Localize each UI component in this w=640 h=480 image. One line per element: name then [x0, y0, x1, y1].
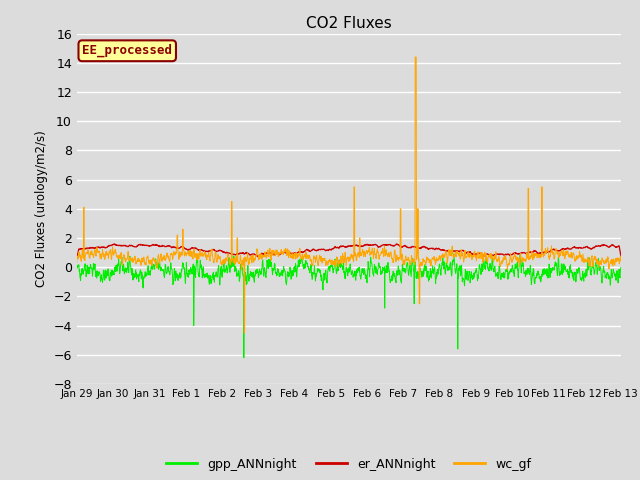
er_ANNnight	[507, 252, 515, 257]
wc_gf	[376, 252, 384, 258]
wc_gf	[73, 259, 81, 265]
Line: er_ANNnight: er_ANNnight	[77, 244, 621, 258]
Line: wc_gf: wc_gf	[77, 57, 621, 333]
Y-axis label: CO2 Fluxes (urology/m2/s): CO2 Fluxes (urology/m2/s)	[35, 131, 48, 287]
gpp_ANNnight	[570, 276, 577, 282]
gpp_ANNnight	[584, 267, 592, 273]
gpp_ANNnight	[617, 264, 625, 270]
gpp_ANNnight	[508, 266, 515, 272]
wc_gf	[412, 54, 419, 60]
wc_gf	[365, 249, 372, 255]
Line: gpp_ANNnight: gpp_ANNnight	[77, 254, 621, 358]
er_ANNnight	[225, 250, 232, 256]
er_ANNnight	[584, 244, 592, 250]
wc_gf	[508, 256, 515, 262]
gpp_ANNnight	[240, 355, 248, 360]
Text: EE_processed: EE_processed	[82, 44, 172, 58]
er_ANNnight	[111, 241, 118, 247]
Legend: gpp_ANNnight, er_ANNnight, wc_gf: gpp_ANNnight, er_ANNnight, wc_gf	[161, 453, 536, 476]
gpp_ANNnight	[73, 265, 81, 271]
er_ANNnight	[73, 255, 81, 261]
wc_gf	[617, 258, 625, 264]
gpp_ANNnight	[225, 260, 232, 266]
Title: CO2 Fluxes: CO2 Fluxes	[306, 16, 392, 31]
er_ANNnight	[376, 243, 384, 249]
er_ANNnight	[617, 252, 625, 258]
wc_gf	[570, 250, 577, 256]
gpp_ANNnight	[376, 265, 384, 271]
gpp_ANNnight	[450, 251, 458, 257]
wc_gf	[240, 330, 248, 336]
wc_gf	[584, 258, 592, 264]
er_ANNnight	[365, 242, 372, 248]
wc_gf	[225, 252, 232, 258]
gpp_ANNnight	[365, 263, 372, 268]
er_ANNnight	[569, 245, 577, 251]
